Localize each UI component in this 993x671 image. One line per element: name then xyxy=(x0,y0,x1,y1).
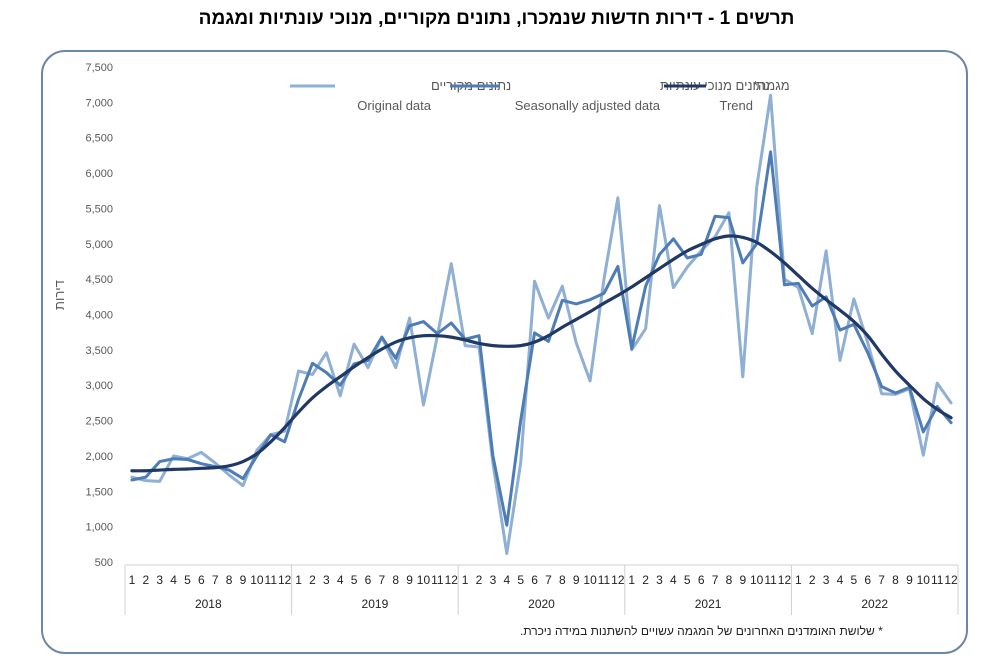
x-tick-label: 5 xyxy=(351,573,358,587)
y-tick-label: 3,500 xyxy=(85,345,113,357)
year-label: 2021 xyxy=(695,597,722,611)
year-label: 2020 xyxy=(528,597,555,611)
x-tick-label: 4 xyxy=(170,573,177,587)
x-tick-label: 3 xyxy=(490,573,497,587)
series-line-1 xyxy=(130,150,953,527)
x-tick-label: 4 xyxy=(670,573,677,587)
x-tick-label: 6 xyxy=(531,573,538,587)
x-tick-label: 10 xyxy=(250,573,264,587)
y-tick-label: 3,000 xyxy=(85,380,113,392)
x-tick-label: 4 xyxy=(503,573,510,587)
x-tick-label: 11 xyxy=(764,573,777,587)
x-tick-label: 6 xyxy=(198,573,205,587)
year-label: 2022 xyxy=(861,597,888,611)
x-tick-label: 11 xyxy=(431,573,444,587)
chart-title: תרשים 1 - דירות חדשות שנמכרו, נתונים מקו… xyxy=(198,8,795,29)
series-line-0 xyxy=(130,93,953,556)
y-tick-label: 2,500 xyxy=(85,416,113,428)
x-tick-label: 11 xyxy=(931,573,944,587)
y-tick-label: 5,500 xyxy=(85,203,113,215)
y-tick-label: 1,500 xyxy=(85,486,113,498)
x-tick-label: 1 xyxy=(795,573,802,587)
x-tick-label: 2 xyxy=(642,573,649,587)
x-tick-label: 3 xyxy=(823,573,830,587)
legend-label-he-1: נתונים מנוכי עונתיות xyxy=(660,78,770,93)
year-label: 2019 xyxy=(362,597,389,611)
x-tick-label: 6 xyxy=(698,573,705,587)
x-tick-label: 2 xyxy=(309,573,316,587)
x-tick-label: 2 xyxy=(142,573,149,587)
x-tick-label: 11 xyxy=(265,573,278,587)
x-tick-label: 4 xyxy=(337,573,344,587)
x-axis: 1 2 3 4 5 6 7 8 9 10 11 12 1 2 3 4 5 6 7 8 9 10 11 12 1 2 3 4 5 6 7 8 9 1… xyxy=(124,564,959,615)
x-tick-label: 2 xyxy=(809,573,816,587)
x-tick-label: 1 xyxy=(129,573,136,587)
x-tick-label: 8 xyxy=(392,573,399,587)
y-tick-label: 5,000 xyxy=(85,239,113,251)
x-tick-label: 7 xyxy=(378,573,385,587)
x-tick-label: 10 xyxy=(417,573,431,587)
x-tick-label: 5 xyxy=(184,573,191,587)
x-tick-label: 9 xyxy=(406,573,413,587)
x-tick-label: 3 xyxy=(156,573,163,587)
x-tick-label: 8 xyxy=(559,573,566,587)
x-tick-label: 8 xyxy=(726,573,733,587)
x-tick-label: 5 xyxy=(684,573,691,587)
y-tick-label: 500 xyxy=(95,557,113,569)
x-tick-label: 6 xyxy=(365,573,372,587)
y-tick-label: 7,500 xyxy=(85,62,113,74)
x-tick-label: 11 xyxy=(598,573,611,587)
x-tick-label: 10 xyxy=(583,573,597,587)
footnote: * שלושת האומדנים האחרונים של המגמה עשויי… xyxy=(520,624,883,638)
x-tick-label: 7 xyxy=(878,573,885,587)
legend-label-he-2: מגמה* xyxy=(753,78,790,93)
x-tick-label: 12 xyxy=(611,573,625,587)
x-tick-label: 12 xyxy=(278,573,292,587)
x-tick-label: 10 xyxy=(917,573,931,587)
y-tick-label: 4,500 xyxy=(85,274,113,286)
x-tick-label: 8 xyxy=(892,573,899,587)
x-tick-label: 9 xyxy=(739,573,746,587)
x-tick-label: 10 xyxy=(750,573,764,587)
x-tick-label: 9 xyxy=(240,573,247,587)
series-lines xyxy=(130,93,953,556)
x-tick-label: 5 xyxy=(851,573,858,587)
chart-frame xyxy=(41,50,968,654)
x-tick-label: 12 xyxy=(944,573,958,587)
y-tick-label: 2,000 xyxy=(85,451,113,463)
legend-label-en-0: Original data xyxy=(357,98,431,113)
y-tick-label: 6,000 xyxy=(85,168,113,180)
x-tick-label: 7 xyxy=(212,573,219,587)
x-tick-label: 2 xyxy=(476,573,483,587)
x-tick-label: 9 xyxy=(573,573,580,587)
x-tick-label: 6 xyxy=(864,573,871,587)
x-tick-label: 1 xyxy=(462,573,469,587)
y-tick-label: 1,000 xyxy=(85,522,113,534)
x-tick-label: 5 xyxy=(517,573,524,587)
y-axis: 500 1,000 1,500 2,000 2,500 3,000 3,500 4,000 4,… xyxy=(85,62,113,569)
legend-label-en-1: Seasonally adjusted data xyxy=(515,98,661,113)
x-tick-label: 1 xyxy=(628,573,635,587)
x-tick-label: 1 xyxy=(295,573,302,587)
x-tick-label: 4 xyxy=(837,573,844,587)
x-tick-label: 8 xyxy=(226,573,233,587)
series-line-2 xyxy=(130,234,953,473)
x-tick-label: 3 xyxy=(656,573,663,587)
legend-label-en-2: Trend xyxy=(720,98,753,113)
x-tick-label: 7 xyxy=(712,573,719,587)
y-tick-label: 4,000 xyxy=(85,310,113,322)
x-tick-label: 3 xyxy=(323,573,330,587)
year-label: 2018 xyxy=(195,597,222,611)
x-tick-label: 12 xyxy=(778,573,792,587)
y-tick-label: 6,500 xyxy=(85,133,113,145)
x-tick-label: 12 xyxy=(445,573,459,587)
y-tick-label: 7,000 xyxy=(85,97,113,109)
y-axis-title: דירות xyxy=(52,280,67,310)
x-tick-label: 9 xyxy=(906,573,913,587)
x-tick-label: 7 xyxy=(545,573,552,587)
